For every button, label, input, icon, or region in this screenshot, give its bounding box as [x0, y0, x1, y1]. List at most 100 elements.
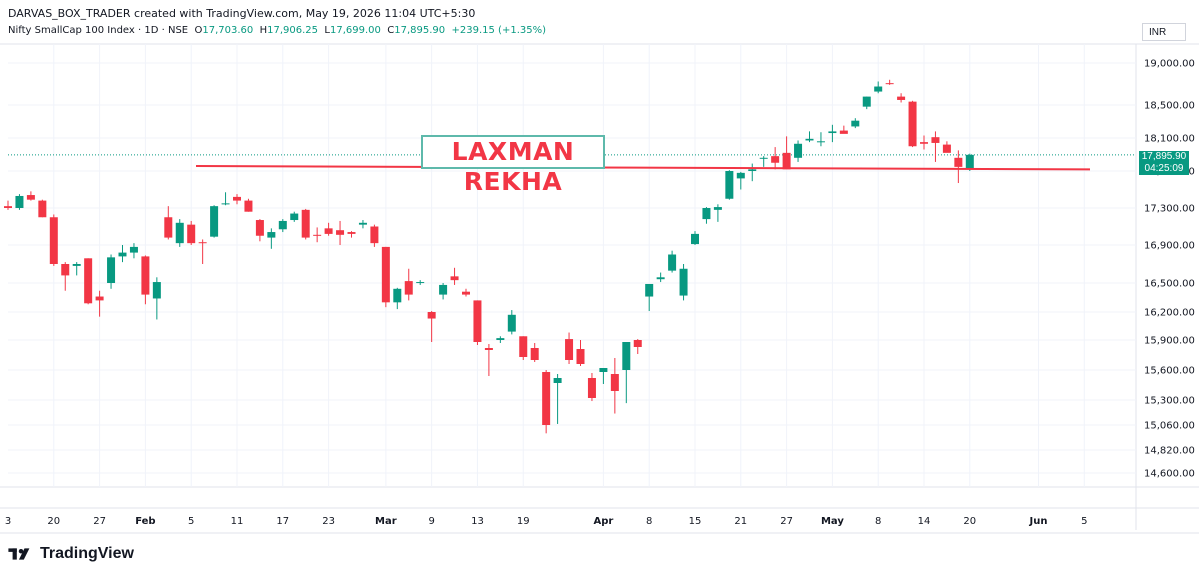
candle-body[interactable] — [954, 157, 963, 167]
candle-body[interactable] — [736, 172, 745, 179]
candle-body[interactable] — [542, 372, 551, 425]
candle-body[interactable] — [61, 264, 70, 276]
currency-selector[interactable]: INR — [1142, 23, 1186, 41]
candle-body[interactable] — [427, 312, 436, 319]
candle-body[interactable] — [599, 368, 608, 372]
last-price-value: 17,895.90 — [1141, 151, 1187, 162]
candle-body[interactable] — [393, 288, 402, 303]
candle-body[interactable] — [668, 254, 677, 271]
candle-body[interactable] — [565, 339, 574, 360]
candle-body[interactable] — [874, 86, 883, 92]
candle-body[interactable] — [828, 131, 837, 134]
candle-body[interactable] — [336, 230, 345, 235]
candle-body[interactable] — [198, 242, 207, 244]
candle-body[interactable] — [920, 142, 928, 144]
candle-body[interactable] — [645, 283, 654, 297]
candle-body[interactable] — [942, 144, 951, 153]
candle-body[interactable] — [851, 120, 860, 127]
candle-body[interactable] — [129, 246, 138, 253]
candle-body[interactable] — [381, 246, 390, 303]
symbol-label[interactable]: Nifty SmallCap 100 Index · 1D · NSE — [8, 25, 189, 36]
candle-body[interactable] — [210, 206, 219, 237]
candle-body[interactable] — [267, 232, 276, 238]
candle-body[interactable] — [95, 296, 104, 301]
candle-body[interactable] — [885, 83, 894, 85]
candle-body[interactable] — [49, 217, 58, 264]
candle-body[interactable] — [26, 195, 35, 200]
candle-body[interactable] — [759, 157, 768, 159]
candle-body[interactable] — [507, 314, 516, 332]
candle-body[interactable] — [358, 222, 367, 225]
candle-body[interactable] — [897, 96, 906, 100]
candle-body[interactable] — [175, 222, 184, 244]
candle-body[interactable] — [118, 252, 127, 257]
y-tick-label: 19,000.00 — [1144, 59, 1195, 70]
candle-body[interactable] — [152, 282, 161, 299]
brand-name: TradingView — [40, 545, 134, 562]
candle-body[interactable] — [816, 141, 825, 143]
candle-body[interactable] — [771, 156, 780, 163]
candle-body[interactable] — [679, 268, 688, 296]
candle-body[interactable] — [439, 284, 448, 295]
candle-body[interactable] — [347, 232, 356, 234]
candle-body[interactable] — [290, 213, 299, 221]
candle-body[interactable] — [725, 171, 734, 199]
laxman-rekha-line[interactable] — [195, 165, 1091, 171]
candle-body[interactable] — [862, 96, 871, 107]
tradingview-logo[interactable]: TradingView — [8, 545, 134, 563]
candle-body[interactable] — [633, 340, 642, 347]
candle-body[interactable] — [691, 233, 699, 245]
candle-body[interactable] — [404, 281, 413, 295]
candle-body[interactable] — [587, 378, 596, 398]
candle-body[interactable] — [221, 203, 230, 205]
candle-body[interactable] — [244, 200, 253, 212]
candle-body[interactable] — [38, 200, 47, 218]
candle-body[interactable] — [748, 169, 757, 171]
candle-body[interactable] — [462, 291, 470, 295]
candle-body[interactable] — [141, 256, 150, 295]
x-tick-label: 23 — [322, 516, 335, 527]
candle-body[interactable] — [576, 349, 585, 364]
candle-body[interactable] — [301, 209, 310, 238]
candle-body[interactable] — [4, 206, 12, 208]
candle-body[interactable] — [473, 300, 482, 342]
candle-body[interactable] — [656, 277, 665, 280]
candle-body[interactable] — [965, 154, 974, 170]
candle-body[interactable] — [324, 228, 333, 234]
candle-body[interactable] — [15, 195, 24, 208]
candle-body[interactable] — [931, 137, 940, 143]
y-tick-label: 18,100.00 — [1144, 134, 1195, 145]
candle-body[interactable] — [278, 220, 287, 230]
candle-body[interactable] — [519, 336, 528, 357]
candle-body[interactable] — [255, 220, 264, 236]
candle-body[interactable] — [496, 338, 505, 340]
candle-body[interactable] — [313, 234, 322, 236]
candle-body[interactable] — [187, 224, 196, 244]
candle-body[interactable] — [805, 138, 814, 141]
candle-body[interactable] — [72, 264, 81, 266]
x-tick-label: 11 — [231, 516, 244, 527]
high-label: H — [259, 25, 268, 36]
candle-body[interactable] — [908, 101, 917, 147]
y-tick-label: 14,820.00 — [1144, 446, 1195, 457]
candle-body[interactable] — [622, 342, 631, 370]
candle-body[interactable] — [702, 208, 711, 220]
candle-body[interactable] — [164, 217, 173, 238]
candle-body[interactable] — [107, 257, 116, 283]
candle-body[interactable] — [84, 258, 93, 304]
candle-body[interactable] — [610, 374, 619, 391]
candle-body[interactable] — [416, 282, 425, 284]
candle-body[interactable] — [370, 226, 379, 244]
candle-body[interactable] — [233, 196, 241, 201]
candle-body[interactable] — [484, 348, 493, 350]
candle-body[interactable] — [553, 378, 562, 383]
candle-body[interactable] — [782, 152, 791, 170]
candle-body[interactable] — [794, 143, 803, 158]
laxman-rekha-label[interactable]: LAXMAN REKHA — [421, 135, 605, 196]
candle-body[interactable] — [839, 130, 848, 134]
candle-body[interactable] — [713, 207, 722, 210]
y-tick-label: 16,900.00 — [1144, 241, 1195, 252]
candle-body[interactable] — [450, 276, 459, 281]
candle-body[interactable] — [530, 348, 539, 360]
